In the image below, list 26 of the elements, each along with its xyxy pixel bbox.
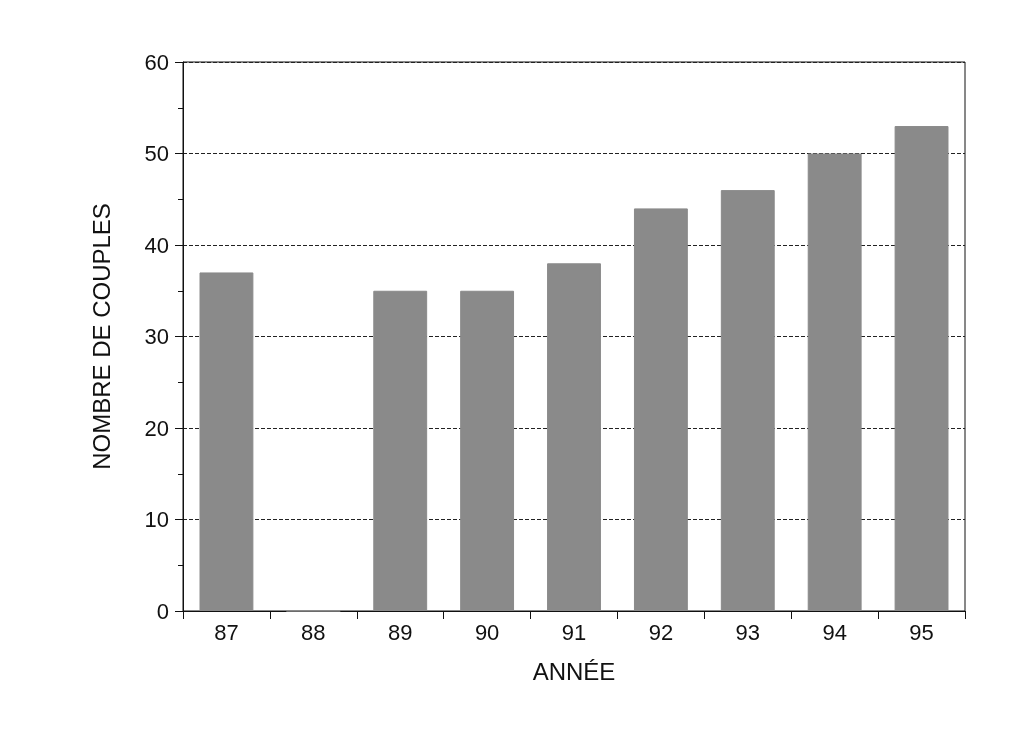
x-tick-label: 89 [387,619,413,645]
bar [460,290,515,611]
y-tick-label: 60 [144,49,169,75]
y-tick-label: 20 [144,415,169,441]
bar [547,263,601,611]
bar [373,290,428,611]
y-tick-label: 0 [156,598,169,624]
x-tick-label: 88 [301,619,326,645]
x-tick-label: 93 [735,619,761,645]
bar [633,208,688,611]
y-tick-label: 30 [144,324,169,349]
bar [894,126,949,611]
x-tick-label: 90 [474,619,500,645]
bar [807,153,862,611]
y-tick-label: 40 [144,232,169,258]
y-tick-label: 10 [144,507,169,532]
x-tick-label: 95 [909,619,934,645]
bar [199,272,254,611]
x-tick-label: 91 [561,619,587,645]
x-tick-label: 87 [214,619,239,645]
bar [720,190,775,611]
y-tick-label: 50 [144,141,169,166]
y-axis-title: NOMBRE DE COUPLES [87,203,115,470]
x-tick-label: 94 [822,619,847,645]
x-axis-title: ANNÉE [532,657,616,685]
x-tick-label: 92 [648,619,674,645]
